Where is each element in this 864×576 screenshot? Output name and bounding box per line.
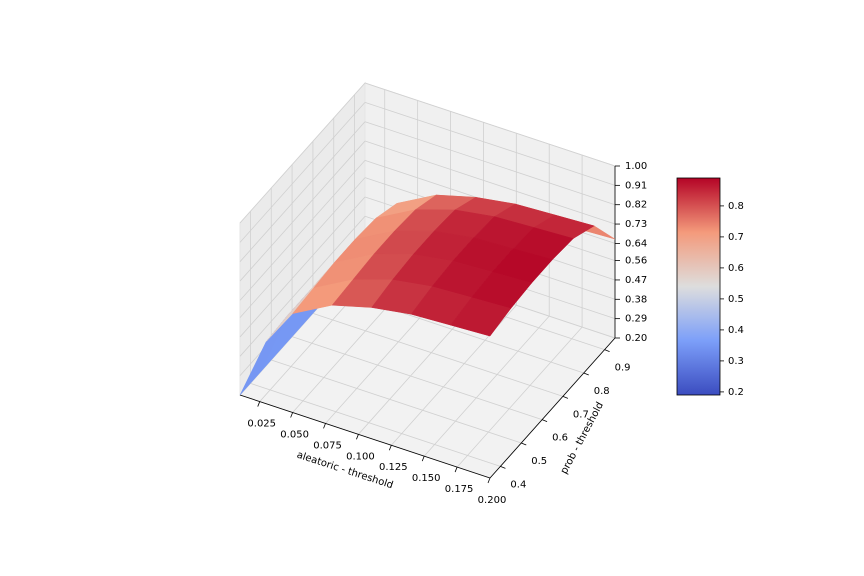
grid-line	[239, 140, 366, 282]
grid-line	[239, 121, 366, 262]
y-tick-label: 0.7	[573, 409, 589, 420]
grid-line	[271, 359, 522, 444]
grid-line	[291, 336, 543, 421]
x-tick-mark	[388, 445, 392, 451]
x-tick-mark	[323, 423, 326, 429]
y-tick-mark	[562, 395, 569, 399]
colorbar-tick-label: 0.5	[728, 294, 744, 305]
z-tick-label: 0.91	[625, 180, 647, 191]
x-tick-label: 0.075	[313, 440, 342, 451]
grid-line	[312, 312, 564, 397]
x-tick-mark	[421, 456, 425, 462]
y-tick-mark	[583, 372, 589, 376]
y-tick-label: 0.9	[615, 363, 631, 374]
grid-line	[364, 101, 616, 186]
y-tick-mark	[500, 465, 506, 469]
colorbar-tick-label: 0.4	[728, 325, 744, 336]
grid-line	[364, 82, 616, 167]
x-tick-label: 0.175	[445, 484, 474, 495]
x-tick-mark	[454, 466, 458, 473]
colorbar-tick-label: 0.8	[728, 201, 744, 212]
y-tick-label: 0.5	[531, 456, 547, 467]
x-tick-mark	[257, 401, 261, 407]
grid-line	[239, 196, 366, 338]
y-tick-label: 0.4	[510, 479, 526, 490]
x-tick-mark	[290, 412, 294, 418]
x-tick-label: 0.100	[346, 451, 375, 462]
x-tick-label: 0.200	[478, 495, 507, 506]
x-tick-label: 0.050	[280, 429, 309, 440]
y-tick-mark	[541, 419, 548, 423]
grid-line	[239, 82, 366, 224]
y-tick-label: 0.8	[594, 386, 610, 397]
grid-line	[239, 102, 366, 243]
x-tick-mark	[487, 477, 491, 484]
z-tick-label: 0.20	[625, 333, 647, 344]
colorbar-tick-label: 0.3	[728, 356, 744, 367]
grid-line	[250, 382, 501, 467]
grid-line	[364, 140, 616, 225]
y-tick-mark	[521, 442, 527, 446]
grid-line	[239, 177, 366, 318]
colorbar-tick-label: 0.2	[728, 387, 744, 398]
z-tick-label: 0.38	[625, 294, 647, 305]
z-tick-label: 0.82	[625, 200, 647, 211]
colorbar	[676, 177, 721, 396]
z-tick-label: 0.29	[625, 314, 647, 325]
z-tick-label: 0.56	[625, 256, 647, 267]
surface-patch	[450, 297, 512, 337]
x-tick-label: 0.125	[379, 462, 408, 473]
grid-line	[456, 326, 583, 468]
grid-line	[239, 216, 366, 357]
z-tick-label: 0.73	[625, 219, 647, 230]
y-tick-label: 0.6	[552, 433, 568, 444]
z-tick-label: 0.47	[625, 275, 647, 286]
z-tick-label: 0.64	[625, 238, 647, 249]
colorbar-tick-label: 0.7	[728, 232, 744, 243]
grid-line	[423, 315, 550, 457]
x-tick-mark	[356, 434, 359, 440]
axis-line	[239, 394, 491, 479]
x-tick-label: 0.025	[247, 419, 276, 430]
x-tick-label: 0.150	[412, 473, 441, 484]
z-tick-label: 1.00	[625, 161, 647, 172]
colorbar-tick-label: 0.6	[728, 263, 744, 274]
grid-line	[364, 121, 616, 206]
axis-line	[489, 337, 616, 479]
y-tick-mark	[604, 349, 610, 353]
grid-line	[239, 160, 366, 301]
